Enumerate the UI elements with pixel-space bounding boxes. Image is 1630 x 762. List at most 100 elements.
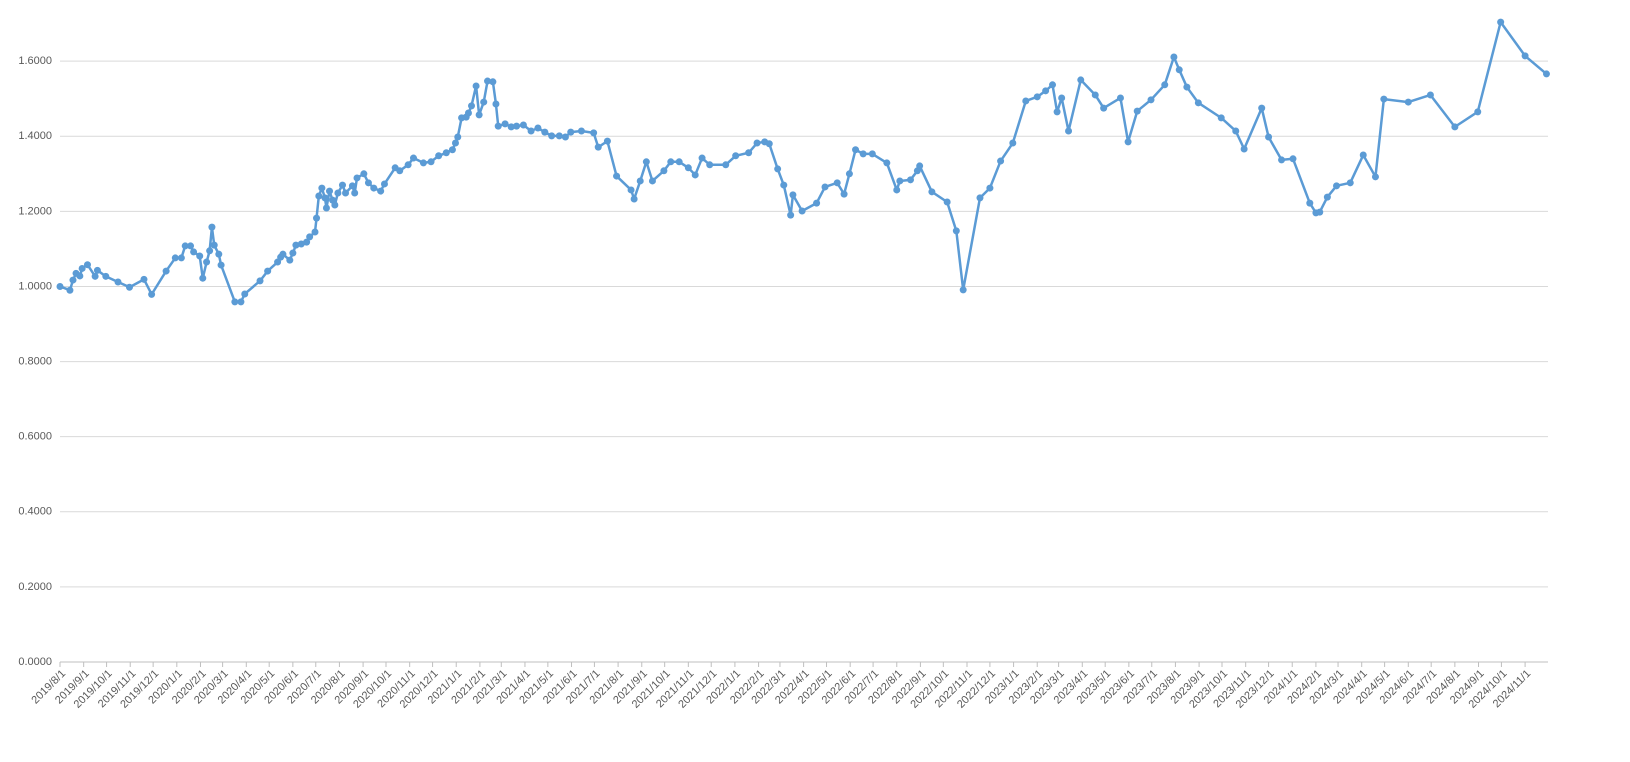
data-point xyxy=(140,275,148,283)
data-point xyxy=(489,78,497,86)
data-point xyxy=(380,180,388,188)
data-point xyxy=(1497,18,1505,26)
data-point xyxy=(203,258,211,266)
data-point xyxy=(859,150,867,158)
data-point xyxy=(102,272,110,280)
data-point xyxy=(997,157,1005,165)
data-point xyxy=(780,181,788,189)
data-point xyxy=(215,250,223,258)
data-point xyxy=(555,132,563,140)
data-point xyxy=(468,102,476,110)
y-tick-label: 0.2000 xyxy=(18,581,52,593)
data-point xyxy=(691,171,699,179)
data-point xyxy=(893,186,901,194)
data-point xyxy=(1542,70,1550,78)
data-point xyxy=(813,199,821,207)
data-point xyxy=(318,184,326,192)
data-point xyxy=(1091,91,1099,99)
y-tick-label: 1.6000 xyxy=(18,55,52,67)
data-point xyxy=(1451,123,1459,131)
data-point xyxy=(501,120,509,128)
data-point xyxy=(303,238,311,246)
data-point xyxy=(1022,97,1030,105)
data-point xyxy=(722,161,730,169)
data-point xyxy=(492,100,500,108)
data-point xyxy=(289,249,297,257)
data-point xyxy=(480,98,488,106)
data-point xyxy=(114,278,122,286)
data-point xyxy=(1371,173,1379,181)
data-point xyxy=(334,189,342,197)
data-point xyxy=(753,139,761,147)
data-point xyxy=(196,252,204,260)
data-point xyxy=(241,290,249,298)
data-point xyxy=(364,179,372,187)
data-point xyxy=(1009,139,1017,147)
data-point xyxy=(1232,127,1240,135)
data-point xyxy=(1426,91,1434,99)
data-point xyxy=(353,174,361,182)
data-point xyxy=(821,183,829,191)
data-point xyxy=(548,132,556,140)
data-point xyxy=(217,261,225,269)
data-point xyxy=(78,264,86,272)
data-point xyxy=(264,267,272,275)
data-point xyxy=(1100,104,1108,112)
data-point xyxy=(326,187,334,195)
data-point xyxy=(286,256,294,264)
data-point xyxy=(789,191,797,199)
data-point xyxy=(321,194,329,202)
data-point xyxy=(660,167,668,175)
data-point xyxy=(928,188,936,196)
data-point xyxy=(1474,108,1482,116)
data-point xyxy=(409,154,417,162)
data-point xyxy=(451,139,459,147)
data-point xyxy=(684,164,692,172)
data-point xyxy=(313,214,321,222)
data-point xyxy=(1175,66,1183,74)
data-point xyxy=(76,272,84,280)
data-point xyxy=(567,128,575,136)
data-point xyxy=(231,298,239,306)
data-point xyxy=(494,122,502,130)
data-point xyxy=(125,283,133,291)
data-point xyxy=(1380,95,1388,103)
data-point xyxy=(1147,96,1155,104)
data-point xyxy=(181,242,189,250)
data-point xyxy=(199,274,207,282)
data-point xyxy=(642,158,650,166)
data-point xyxy=(56,282,64,290)
data-point xyxy=(464,109,472,117)
data-point xyxy=(1359,151,1367,159)
data-point xyxy=(442,149,450,157)
data-point xyxy=(534,124,542,132)
data-point xyxy=(162,267,170,275)
data-point xyxy=(1333,182,1341,190)
data-point xyxy=(1183,83,1191,91)
data-point xyxy=(1323,193,1331,201)
data-point xyxy=(331,201,339,209)
data-point xyxy=(561,133,569,141)
data-point xyxy=(370,184,378,192)
data-point xyxy=(986,184,994,192)
data-point xyxy=(594,143,602,151)
data-point xyxy=(210,241,218,249)
data-point xyxy=(603,137,611,145)
data-point xyxy=(675,158,683,166)
data-point xyxy=(435,152,443,160)
data-point xyxy=(1404,98,1412,106)
data-point xyxy=(577,127,585,135)
data-point xyxy=(91,272,99,280)
data-point xyxy=(1049,81,1057,89)
data-point xyxy=(943,198,951,206)
data-point xyxy=(541,128,549,136)
data-point xyxy=(706,161,714,169)
data-point xyxy=(627,186,635,194)
data-point xyxy=(519,121,527,129)
y-tick-label: 1.2000 xyxy=(18,205,52,217)
data-point xyxy=(513,122,521,130)
data-point xyxy=(1240,145,1248,153)
data-point xyxy=(613,172,621,180)
data-point xyxy=(868,150,876,158)
